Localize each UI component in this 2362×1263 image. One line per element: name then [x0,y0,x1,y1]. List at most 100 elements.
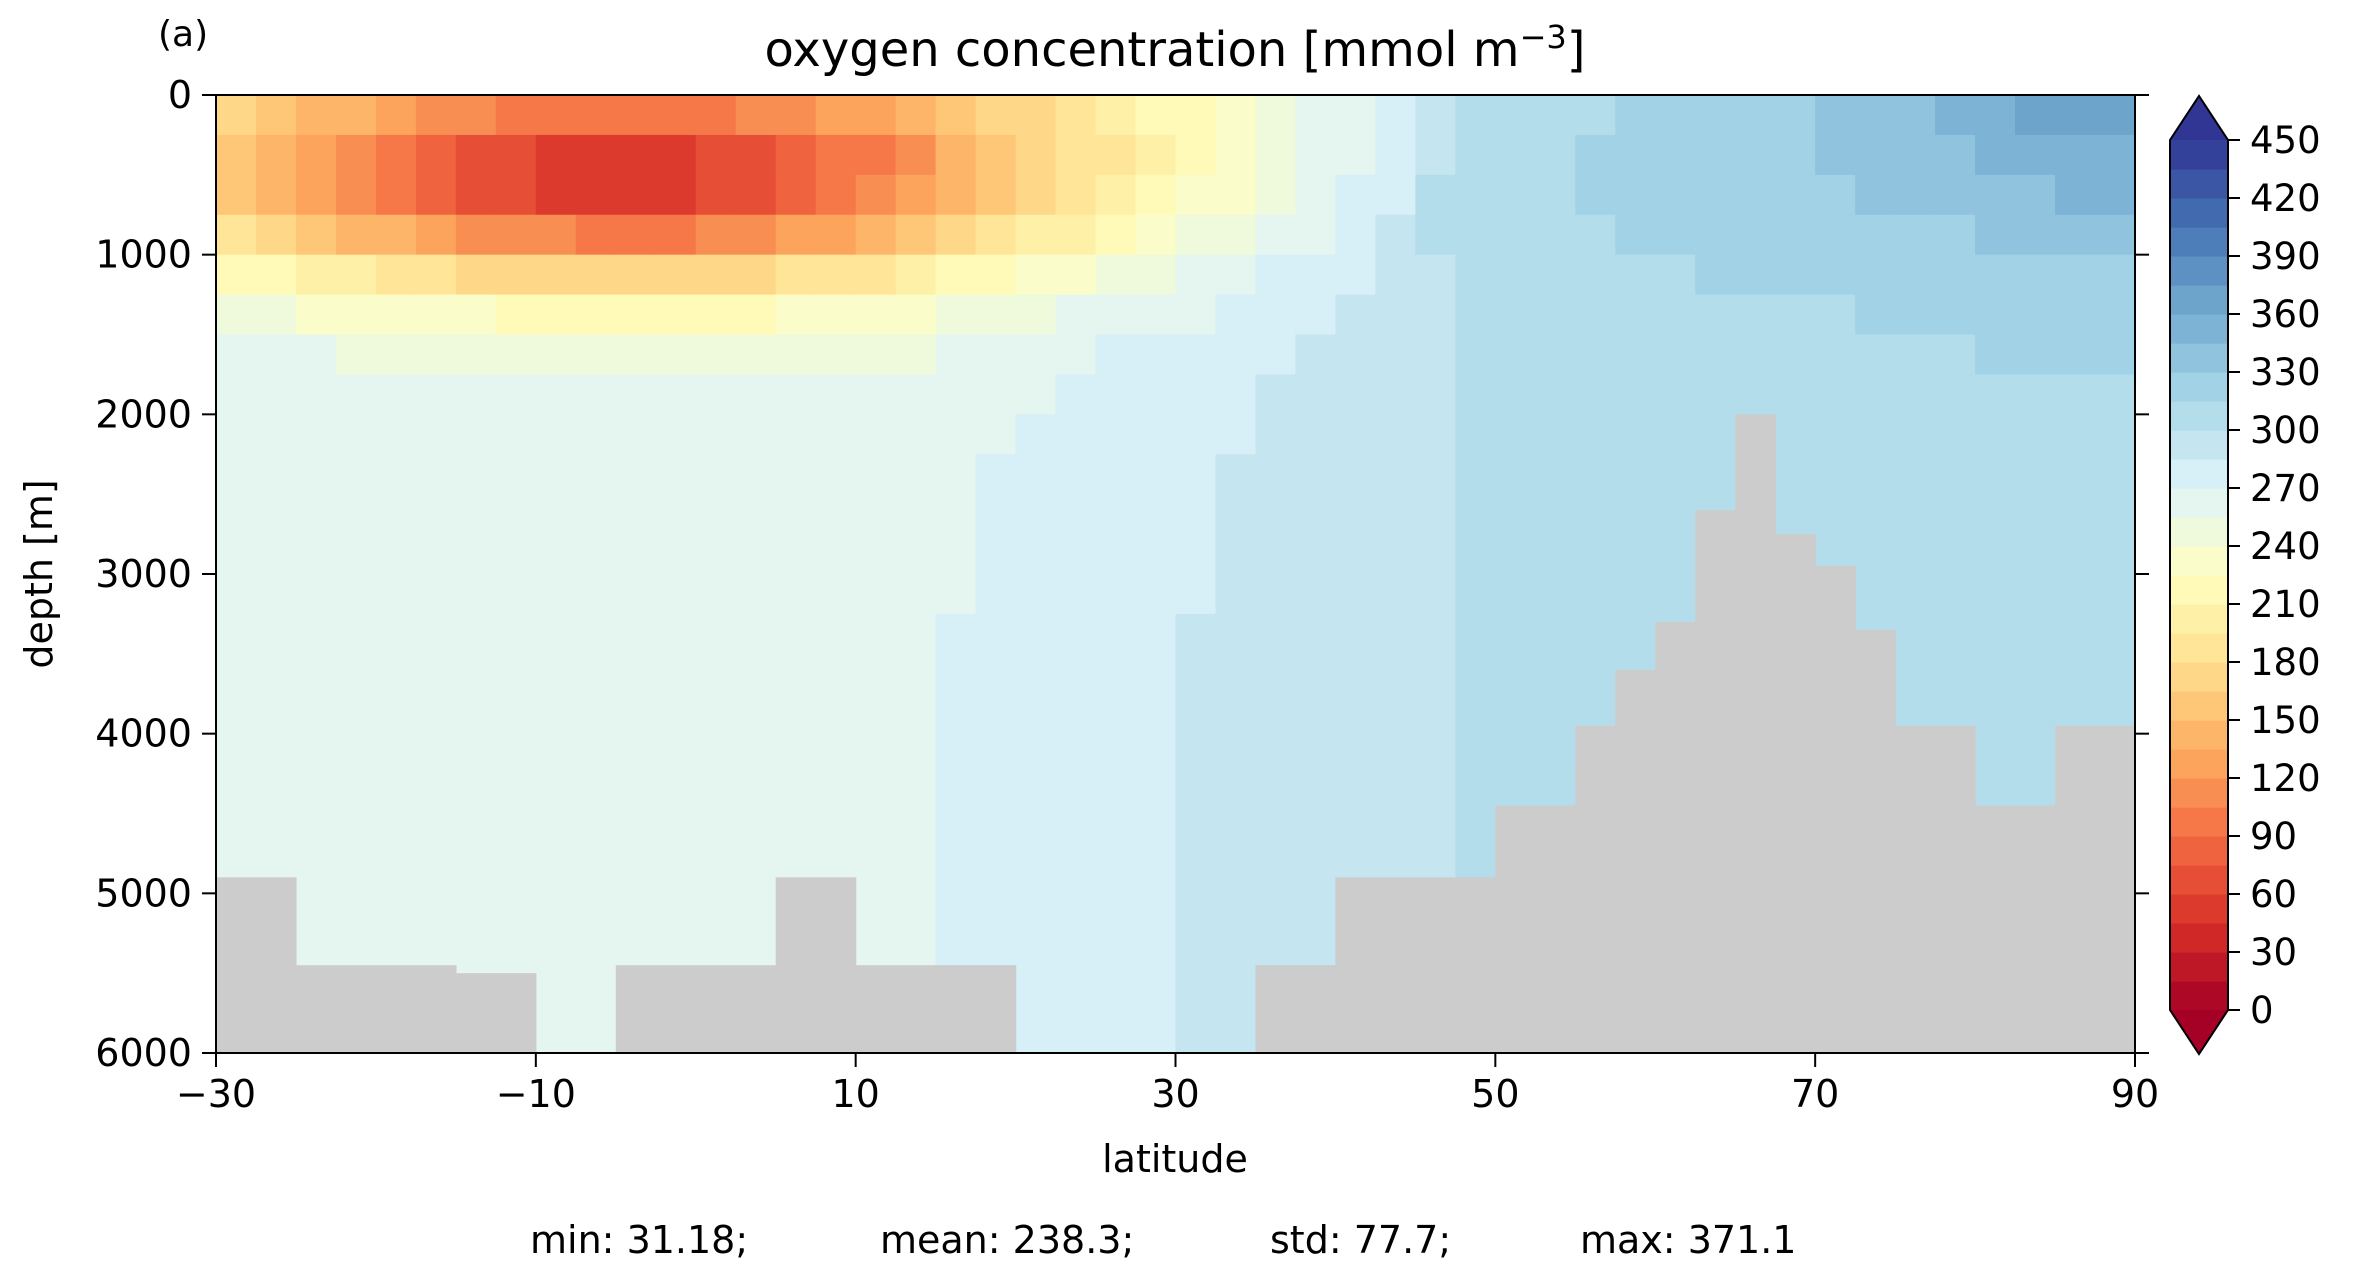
heatmap-cell [1455,534,1496,575]
heatmap-cell [1215,813,1257,855]
heatmap-cell [1015,613,1057,655]
heatmap-cell [255,574,297,615]
heatmap-cell [815,653,857,695]
heatmap-cell [1695,334,1736,376]
heatmap-cell [1855,254,1896,296]
heatmap-cell [375,95,417,136]
heatmap-cell [1855,334,1896,376]
heatmap-cell [335,374,377,415]
heatmap-cell [1335,294,1376,336]
heatmap-cell [895,574,937,615]
heatmap-cell [1375,813,1416,855]
heatmap-cell [975,693,1017,735]
heatmap-cell [415,174,457,216]
heatmap-cell [455,813,497,855]
heatmap-cell [1495,414,1536,455]
heatmap-cell [1375,174,1416,216]
heatmap-cell [335,813,377,855]
heatmap-cell [575,294,617,336]
heatmap-cell [255,733,297,775]
heatmap-cell [1415,494,1456,535]
heatmap-cell [815,374,857,415]
heatmap-cell [216,95,257,136]
heatmap-cell [1055,893,1097,934]
heatmap-cell [335,534,377,575]
heatmap-cell [1135,813,1177,855]
heatmap-cell [775,134,817,176]
heatmap-cell [415,374,457,415]
heatmap-cell [1255,334,1297,376]
heatmap-cell [575,494,617,535]
heatmap-cell [1295,893,1337,934]
x-tick-label: −30 [176,1072,256,1116]
heatmap-cell [1975,414,2016,455]
heatmap-cell [1455,134,1496,176]
heatmap-cell [615,893,657,934]
heatmap-cell [1775,294,1816,336]
heatmap-cell [1095,214,1137,256]
heatmap-cell [1695,454,1736,495]
heatmap-cell [575,693,617,735]
stat-max: max: 371.1 [1580,1218,1796,1262]
heatmap-cell [295,214,337,256]
seafloor-block [695,965,777,1053]
heatmap-cell [775,574,817,615]
heatmap-cell [335,893,377,934]
heatmap-cell [1735,214,1776,256]
heatmap-cell [1375,95,1416,136]
heatmap-cell [1575,534,1616,575]
heatmap-cell [1055,693,1097,735]
heatmap-cell [1215,773,1257,815]
heatmap-cell [615,414,657,455]
heatmap-cell [1415,534,1456,575]
heatmap-cell [216,134,257,176]
heatmap-cell [1055,653,1097,695]
heatmap-cell [455,733,497,775]
heatmap-cell [1455,414,1496,455]
heatmap-cell [295,733,337,775]
heatmap-cell [695,454,737,495]
heatmap-cell [295,454,337,495]
heatmap-cell [415,813,457,855]
heatmap-cell [295,374,337,415]
heatmap-cell [1815,174,1856,216]
heatmap-cell [1975,254,2016,296]
heatmap-cell [1495,653,1536,695]
heatmap-cell [415,733,457,775]
heatmap-cell [295,773,337,815]
heatmap-cell [375,813,417,855]
heatmap-cell [735,134,777,176]
x-tick-label: 90 [2111,1072,2159,1116]
heatmap-cell [1775,334,1816,376]
heatmap-cell [1575,294,1616,336]
heatmap-cell [495,574,537,615]
heatmap-cell [1895,95,1936,136]
heatmap-cell [655,454,697,495]
heatmap-cell [1975,653,2016,695]
heatmap-cell [895,813,937,855]
heatmap-cell [335,773,377,815]
heatmap-cell [1335,773,1376,815]
heatmap-cell [1255,174,1297,216]
heatmap-cell [295,334,337,376]
heatmap-cell [695,574,737,615]
heatmap-cell [1135,134,1177,176]
heatmap-cell [1535,574,1576,615]
seafloor-block [1655,621,1696,1053]
heatmap-cell [1655,454,1696,495]
heatmap-cell [1015,574,1057,615]
colorbar-level [2170,256,2228,286]
colorbar-tick-label: 120 [2250,757,2321,800]
heatmap-cell [1455,254,1496,296]
heatmap-cell [1655,334,1696,376]
heatmap-cell [1415,733,1456,775]
heatmap-cell [295,414,337,455]
heatmap-cell [855,574,897,615]
heatmap-cell [375,214,417,256]
heatmap-cell [2095,653,2135,695]
heatmap-cell [1295,534,1337,575]
heatmap-cell [1175,973,1217,1014]
heatmap-cell [695,853,737,894]
heatmap-cell [415,574,457,615]
heatmap-cell [375,773,417,815]
